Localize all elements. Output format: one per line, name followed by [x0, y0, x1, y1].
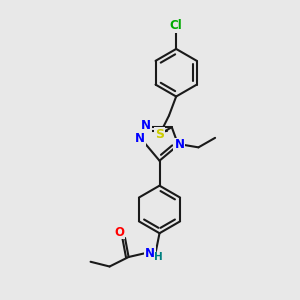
Text: N: N — [135, 132, 145, 145]
Text: N: N — [145, 247, 155, 260]
Text: N: N — [141, 119, 151, 132]
Text: N: N — [174, 139, 184, 152]
Text: S: S — [155, 128, 164, 141]
Text: Cl: Cl — [170, 19, 182, 32]
Text: O: O — [114, 226, 124, 238]
Text: H: H — [154, 252, 163, 262]
